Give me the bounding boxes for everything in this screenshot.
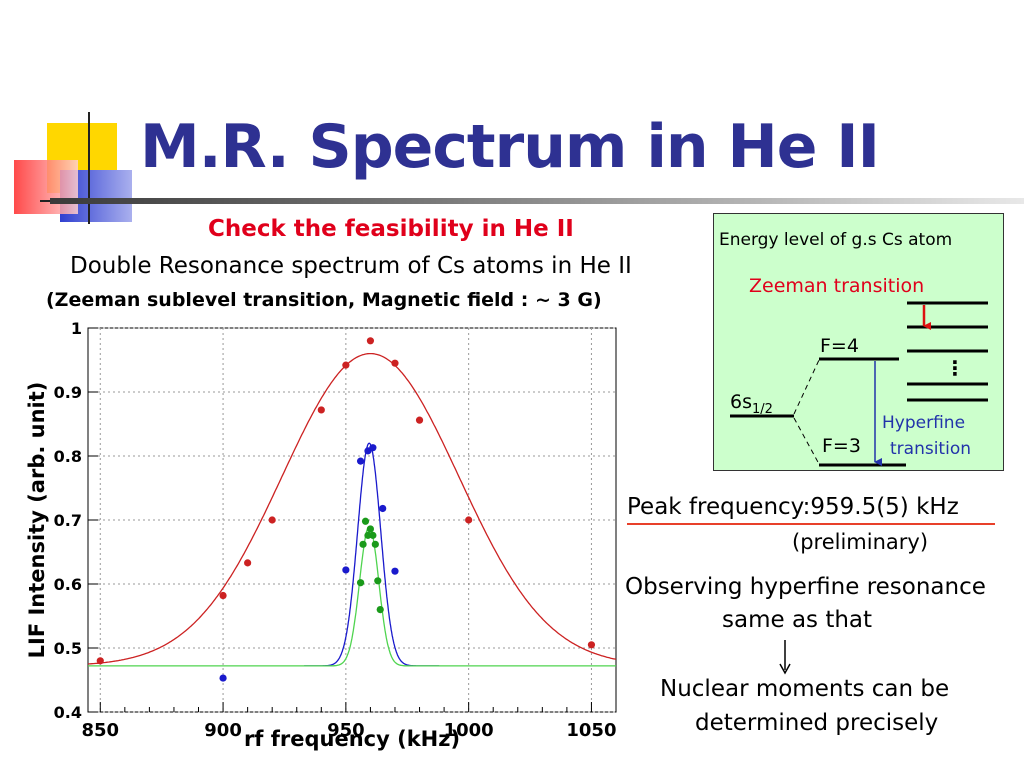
data-point-series-1	[244, 559, 252, 567]
diagram-title: Energy level of g.s Cs atom	[719, 230, 952, 250]
hyperfine-label: Hyperfine	[882, 413, 965, 433]
plot-frame	[87, 327, 617, 713]
split-down-line	[793, 417, 820, 465]
deco-red-square	[14, 160, 78, 214]
y-axis-label: LIF Intensity (arb. unit)	[25, 382, 49, 659]
peak-underline	[627, 523, 995, 525]
observation-text-2: same as that	[722, 607, 873, 633]
data-point-series-3	[359, 540, 367, 548]
data-point-series-1	[465, 516, 473, 524]
data-point-series-1	[587, 641, 596, 649]
ellipsis-icon: ⋮	[945, 356, 965, 380]
conclusion-text: Nuclear moments can be	[660, 676, 950, 702]
data-point-series-3	[374, 577, 382, 585]
axis-ticks: 850 900 950 1000 1050 0.4 0.5 0.6 0.7 0.8 0.9 1	[54, 320, 617, 741]
deco-vertical-line	[88, 112, 90, 224]
split-up-line	[793, 359, 820, 415]
data-point-series-1	[268, 516, 276, 524]
data-point-series-2	[356, 457, 365, 465]
data-point-series-1	[317, 406, 325, 414]
title-rule	[50, 198, 1024, 204]
chart-description: Double Resonance spectrum of Cs atoms in…	[70, 253, 632, 279]
y-tick-label: 0.5	[54, 639, 82, 658]
data-point-series-1	[342, 361, 350, 369]
f4-label: F=4	[820, 335, 859, 357]
data-point-series-3	[371, 540, 379, 548]
y-tick-label: 0.4	[54, 703, 82, 722]
data-point-series-2	[391, 567, 399, 575]
x-tick-label: 850	[81, 720, 119, 741]
x-tick-label: 1000	[444, 720, 494, 741]
data-point-series-1	[219, 591, 227, 600]
peak-frequency: Peak frequency:959.5(5) kHz	[627, 494, 959, 520]
data-point-series-1	[415, 416, 424, 424]
conclusion-text-2: determined precisely	[695, 710, 939, 736]
y-tick-label: 0.7	[54, 511, 82, 530]
data-point-series-1	[366, 337, 375, 345]
data-point-series-3	[361, 517, 370, 525]
energy-level-diagram: Energy level of g.s Cs atom Zeeman trans…	[713, 213, 1004, 471]
x-tick-label: 900	[204, 720, 242, 741]
zeeman-label: Zeeman transition	[749, 275, 924, 297]
page-title: M.R. Spectrum in He II	[140, 112, 880, 182]
fit-curve-3	[88, 525, 616, 667]
f3-label: F=3	[822, 435, 861, 457]
data-point-series-2	[219, 674, 227, 682]
x-axis-label: rf frequency (kHz)	[244, 727, 460, 751]
ground-label: 6s1/2	[730, 391, 773, 417]
data-point-series-3	[356, 579, 365, 587]
x-tick-label: 950	[327, 720, 365, 741]
fit-curve-1	[87, 352, 617, 665]
arrow-down-icon	[779, 640, 791, 675]
y-tick-label: 0.8	[54, 447, 82, 466]
data-point-series-3	[366, 525, 375, 533]
observation-text: Observing hyperfine resonance	[625, 574, 986, 600]
data-point-series-3	[369, 531, 377, 539]
preliminary-note: (preliminary)	[792, 530, 929, 554]
x-tick-label: 1050	[566, 720, 616, 741]
data-point-series-2	[379, 504, 387, 513]
y-tick-label: 0.9	[54, 383, 82, 402]
hyperfine-label-2: transition	[890, 439, 971, 459]
data-points	[96, 337, 596, 682]
data-point-series-1	[96, 657, 104, 665]
y-tick-label: 0.6	[54, 575, 82, 594]
subheading: Check the feasibility in He II	[208, 216, 574, 242]
data-point-series-2	[342, 566, 350, 574]
data-point-series-2	[369, 444, 377, 452]
experiment-conditions: (Zeeman sublevel transition, Magnetic fi…	[46, 289, 602, 311]
data-point-series-1	[391, 359, 399, 367]
y-tick-label: 1	[71, 320, 82, 338]
spectrum-chart: 850 900 950 1000 1050 0.4 0.5 0.6 0.7 0.8 0.9 1 rf …	[25, 320, 617, 751]
data-point-series-3	[376, 606, 384, 614]
